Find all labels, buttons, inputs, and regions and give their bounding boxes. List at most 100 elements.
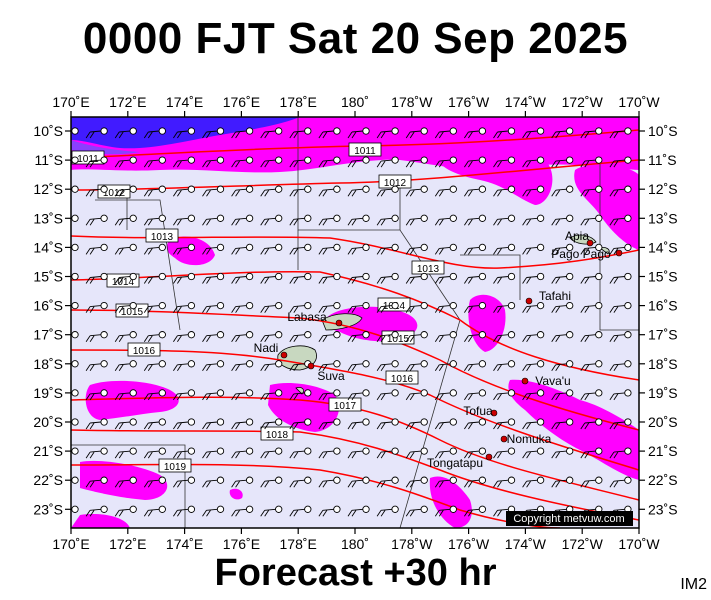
wind-barb [231, 389, 254, 401]
eez-boundaries [71, 117, 639, 528]
wind-barb [260, 214, 283, 226]
wind-barb [347, 505, 370, 517]
isobar-value: 1013 [151, 232, 174, 243]
wind-barbs-layer [71, 127, 632, 517]
wind-barb [289, 389, 312, 401]
wind-barb [376, 156, 399, 168]
wind-barb [609, 389, 632, 401]
place-suva: Suva [307, 362, 345, 383]
wind-barb [318, 505, 341, 517]
rain-area-8 [268, 383, 339, 432]
lat-label-left: 22˚S [33, 472, 63, 488]
wind-barb [231, 331, 254, 342]
wind-barb [493, 156, 516, 168]
wind-barb [85, 418, 108, 430]
wind-barb [85, 389, 108, 401]
wind-barb [609, 214, 632, 226]
wind-barb [143, 505, 166, 517]
wind-barb [114, 214, 137, 226]
wind-barb [114, 447, 137, 459]
isobar-label-11: 1016 [127, 342, 161, 357]
wind-barb [609, 418, 632, 430]
land-mass-3 [295, 387, 304, 395]
wind-barb [289, 214, 312, 226]
wind-barb [202, 243, 225, 255]
wind-barb [85, 156, 108, 168]
lat-label-right: 23˚S [648, 501, 678, 517]
wind-barb [434, 505, 457, 517]
isobar-label-6: 1013 [411, 260, 445, 275]
wind-barb [143, 185, 166, 197]
wind-barb [71, 476, 79, 484]
wind-barb [260, 476, 283, 488]
isobar-value: 1016 [133, 346, 156, 357]
lat-label-right: 13˚S [648, 210, 678, 226]
forecast-label: Forecast +30 hr [214, 552, 497, 594]
wind-barb [493, 476, 516, 488]
wind-barb [231, 360, 254, 372]
lat-label-right: 19˚S [648, 385, 678, 401]
wind-barb [289, 185, 312, 197]
wind-barb [114, 360, 137, 372]
wind-barb [405, 127, 428, 139]
wind-barb [609, 301, 632, 313]
wind-barb [318, 185, 341, 197]
wind-barb [434, 185, 457, 197]
wind-barb [173, 418, 196, 430]
wind-barb [71, 389, 79, 397]
lon-label-bottom: 170˚E [52, 536, 89, 552]
lon-label-top: 174˚E [166, 94, 203, 110]
place-label: Pago Pago [551, 247, 611, 261]
isobar-label-5: 1013 [145, 228, 179, 243]
wind-barb [405, 214, 428, 226]
lat-label-right: 15˚S [648, 269, 678, 285]
wind-barb [464, 301, 487, 313]
wind-barb [71, 301, 79, 310]
wind-barb [405, 243, 428, 255]
wind-barb [580, 301, 603, 313]
lat-label-left: 18˚S [33, 356, 63, 372]
wind-barb [318, 447, 341, 459]
isobar-line-3 [71, 159, 639, 191]
boundary-line-1 [95, 199, 181, 331]
isobar-value: 1011 [354, 146, 376, 157]
wind-barb [551, 185, 574, 197]
lon-label-bottom: 170˚W [618, 536, 660, 552]
isobar-label-15: 1019 [158, 458, 192, 473]
wind-barb [114, 389, 137, 401]
wind-barb [173, 301, 196, 313]
lat-label-left: 16˚S [33, 298, 63, 314]
wind-barb [464, 272, 487, 284]
lat-labels-right: 10˚S 11˚S 12˚S 13˚S 14˚S 15˚S 16˚S 17˚S 18˚S 19˚S… [648, 123, 678, 517]
wind-barb [464, 360, 487, 372]
wind-barb [405, 156, 428, 168]
isobar-value: 1019 [164, 462, 187, 473]
wind-barb [434, 418, 457, 430]
isobar-label-13: 1017 [328, 397, 362, 412]
wind-barb [376, 476, 399, 488]
lat-label-right: 17˚S [648, 327, 678, 343]
rain-area-12 [71, 514, 130, 528]
wind-barb [173, 185, 196, 197]
wind-barb [85, 272, 108, 284]
lat-label-right: 18˚S [648, 356, 678, 372]
lon-label-top: 178˚E [280, 94, 317, 110]
wind-barb [114, 156, 137, 168]
wind-barb [580, 243, 603, 255]
isobar-line-5 [71, 235, 639, 269]
place-nadi: Nadi [254, 341, 288, 359]
lat-label-left: 10˚S [33, 123, 63, 139]
wind-barb [580, 272, 603, 284]
lon-label-bottom: 180˚ [341, 536, 369, 552]
town-dot [485, 453, 493, 461]
wind-barb [522, 331, 545, 342]
wind-barb [71, 360, 79, 368]
wind-barb [434, 476, 457, 488]
wind-barb [551, 214, 574, 226]
isobar-label-14: 1018 [260, 426, 294, 441]
wind-barb [376, 185, 399, 197]
place-label: Nadi [254, 341, 279, 355]
town-dot [586, 239, 594, 247]
lat-label-right: 20˚S [648, 414, 678, 430]
wind-barb [347, 331, 370, 342]
